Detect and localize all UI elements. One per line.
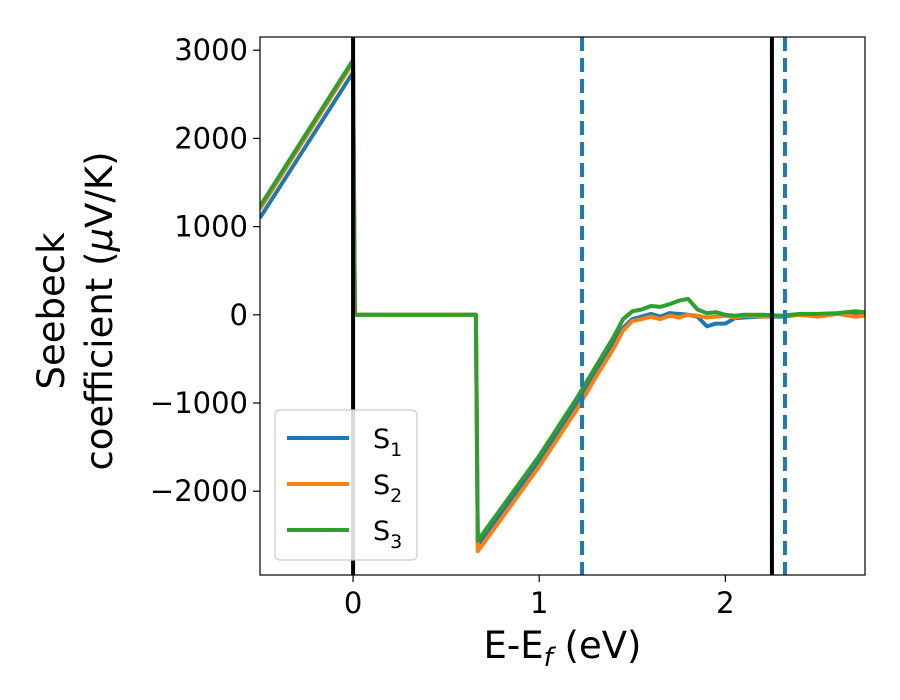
y-tick-label: 0: [230, 298, 248, 332]
y-axis-label-line1: Seebeck: [30, 232, 73, 390]
y-axis-ticks: 3000 2000 1000 0 −1000 −2000: [150, 33, 260, 508]
y-axis-label-prefix: coefficient (: [78, 251, 121, 470]
y-axis-label-unit: V/K): [78, 151, 121, 227]
x-tick-label: 0: [344, 586, 362, 620]
y-tick-label: −1000: [150, 386, 248, 420]
x-axis-label-main: E-E: [484, 624, 544, 667]
y-tick-label: 3000: [174, 33, 248, 67]
x-axis-label-unit: (eV): [553, 624, 642, 667]
y-axis-label-mu: μ: [78, 228, 121, 253]
reference-lines: [351, 37, 787, 575]
x-tick-label: 1: [530, 586, 548, 620]
legend-label-2: S2: [373, 470, 402, 507]
x-axis-ticks: 0 1 2: [344, 575, 735, 620]
y-tick-label: −2000: [150, 474, 248, 508]
x-axis-label: E-Ef (eV): [484, 624, 642, 673]
legend-label-3: S3: [373, 516, 402, 553]
x-tick-label: 2: [716, 586, 734, 620]
plot-frame: [259, 36, 866, 576]
y-tick-label: 2000: [174, 121, 248, 155]
legend: S1 S2 S3: [274, 409, 418, 561]
y-axis-label-line2: coefficient (μV/K): [78, 151, 121, 470]
y-tick-label: 1000: [174, 210, 248, 244]
legend-label-1: S1: [373, 424, 402, 461]
